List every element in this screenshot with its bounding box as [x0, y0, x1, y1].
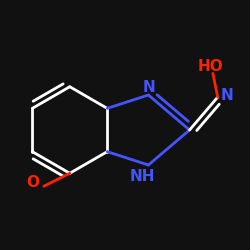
Text: N: N	[143, 80, 156, 95]
Text: NH: NH	[130, 169, 155, 184]
Text: HO: HO	[198, 59, 224, 74]
Text: N: N	[221, 88, 234, 103]
Text: O: O	[26, 175, 39, 190]
